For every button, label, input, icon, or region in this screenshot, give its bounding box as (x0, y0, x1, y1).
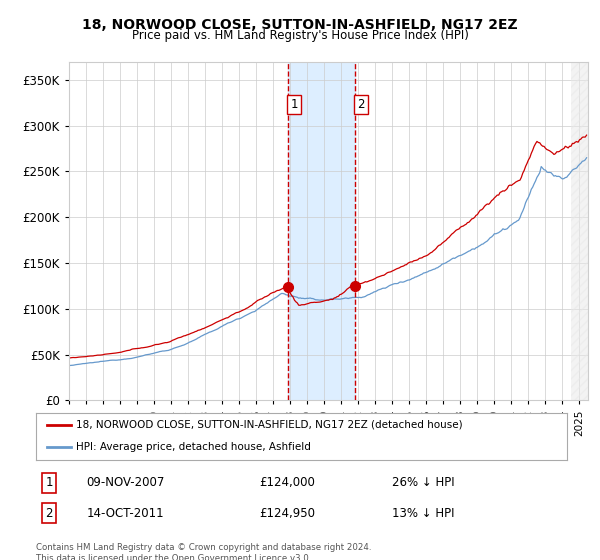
Text: 18, NORWOOD CLOSE, SUTTON-IN-ASHFIELD, NG17 2EZ (detached house): 18, NORWOOD CLOSE, SUTTON-IN-ASHFIELD, N… (76, 419, 463, 430)
Text: 1: 1 (46, 477, 53, 489)
Text: Contains HM Land Registry data © Crown copyright and database right 2024.
This d: Contains HM Land Registry data © Crown c… (36, 543, 371, 560)
Text: 26% ↓ HPI: 26% ↓ HPI (392, 477, 454, 489)
Text: 1: 1 (290, 98, 298, 111)
Text: £124,000: £124,000 (259, 477, 315, 489)
Text: 2: 2 (46, 507, 53, 520)
Text: 13% ↓ HPI: 13% ↓ HPI (392, 507, 454, 520)
Bar (288, 62, 355, 400)
Bar (571, 62, 588, 400)
Text: 18, NORWOOD CLOSE, SUTTON-IN-ASHFIELD, NG17 2EZ: 18, NORWOOD CLOSE, SUTTON-IN-ASHFIELD, N… (82, 18, 518, 32)
Text: 2: 2 (357, 98, 365, 111)
Text: Price paid vs. HM Land Registry's House Price Index (HPI): Price paid vs. HM Land Registry's House … (131, 29, 469, 42)
Text: 14-OCT-2011: 14-OCT-2011 (86, 507, 164, 520)
Text: HPI: Average price, detached house, Ashfield: HPI: Average price, detached house, Ashf… (76, 442, 311, 452)
Text: £124,950: £124,950 (259, 507, 315, 520)
Text: 09-NOV-2007: 09-NOV-2007 (86, 477, 165, 489)
